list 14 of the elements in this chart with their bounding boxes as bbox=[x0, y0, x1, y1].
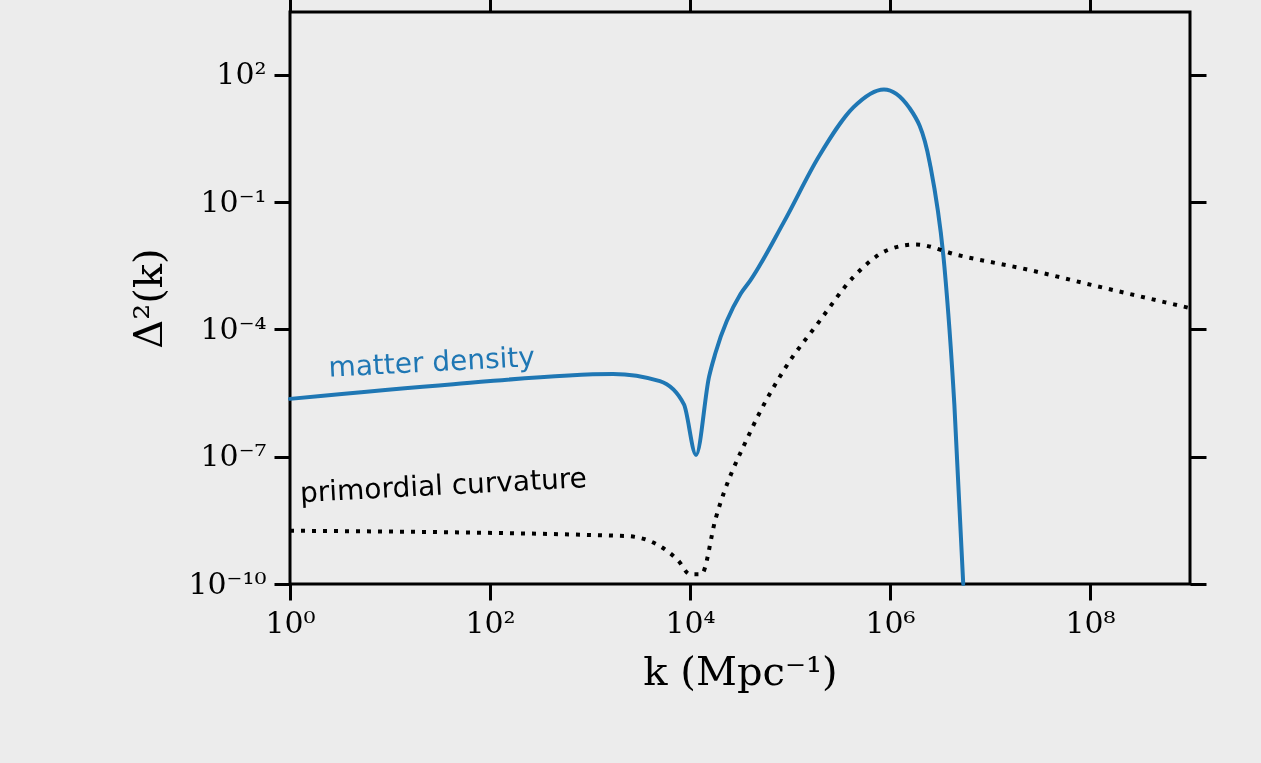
y-tick-label: 10⁻¹ bbox=[200, 183, 267, 219]
x-tick-label: 10⁸ bbox=[1065, 604, 1116, 640]
legend-label: primordial curvature bbox=[299, 461, 588, 510]
series-label: matter density bbox=[327, 340, 536, 384]
y-tick-label: 10⁻⁴ bbox=[200, 310, 267, 346]
x-axis-title: k (Mpc⁻¹) bbox=[643, 647, 838, 694]
x-tick-label: 10⁶ bbox=[865, 604, 916, 640]
y-tick-label: 10² bbox=[216, 56, 267, 92]
x-tick-label: 10⁰ bbox=[265, 604, 316, 640]
x-tick-label: 10⁴ bbox=[665, 604, 716, 640]
x-tick-label: 10² bbox=[465, 604, 516, 640]
y-tick-label: 10⁻⁷ bbox=[200, 438, 267, 474]
y-tick-label: 10⁻¹⁰ bbox=[188, 565, 267, 601]
y-axis-title: Δ²(k) bbox=[125, 248, 172, 349]
